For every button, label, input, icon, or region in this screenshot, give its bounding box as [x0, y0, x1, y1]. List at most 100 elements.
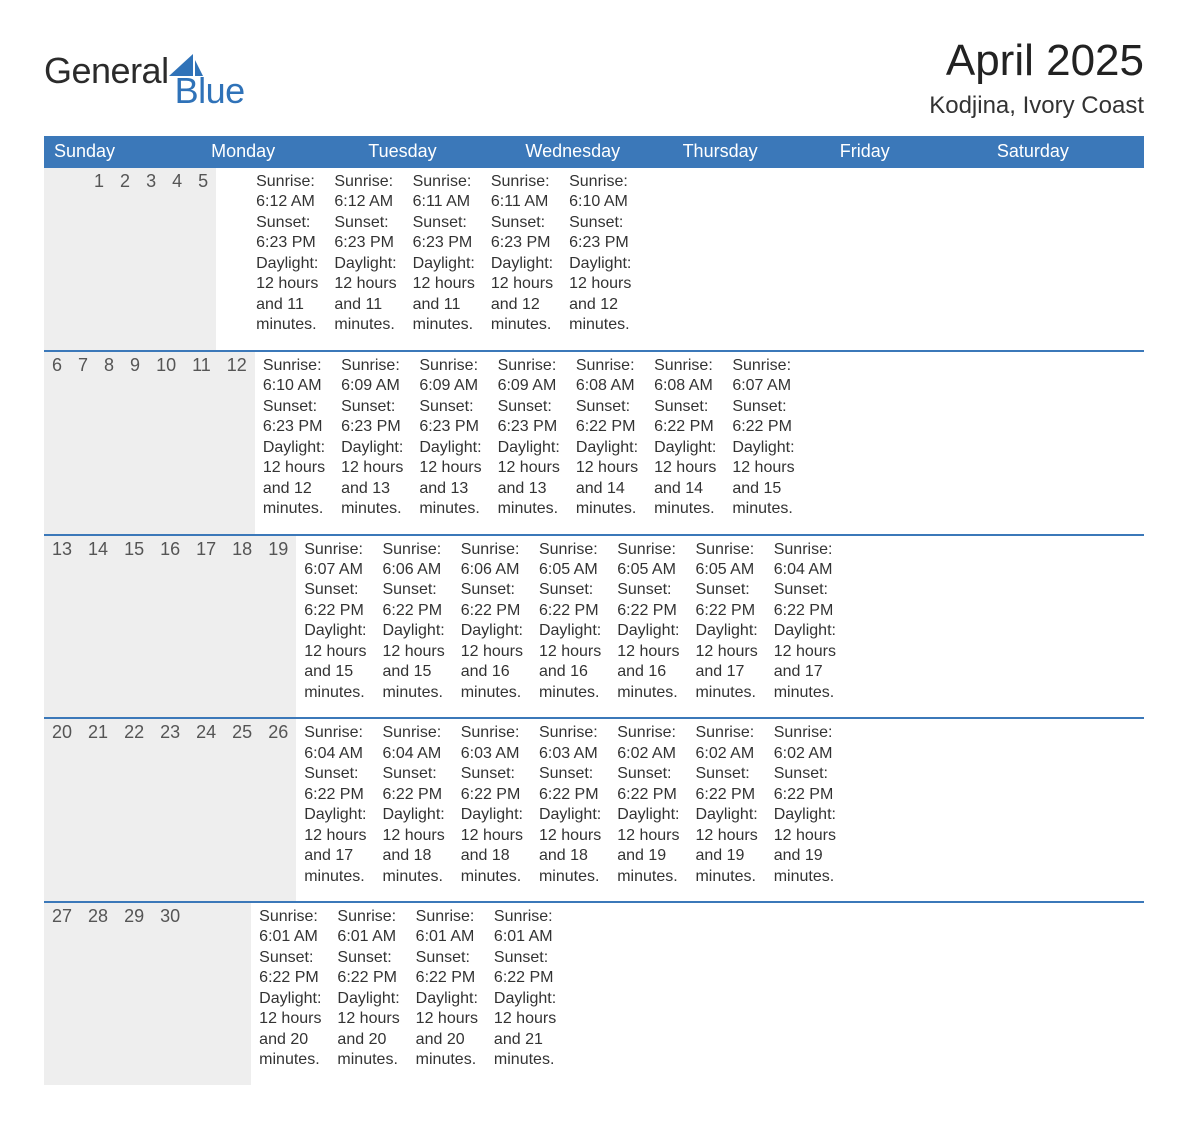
day-info-row: Sunrise: 6:04 AMSunset: 6:22 PMDaylight:… — [296, 719, 844, 901]
day-info: Sunrise: 6:04 AMSunset: 6:22 PMDaylight:… — [296, 719, 374, 901]
sunset-text: Sunset: 6:22 PM — [695, 764, 757, 805]
day-info: Sunrise: 6:06 AMSunset: 6:22 PMDaylight:… — [453, 536, 531, 718]
calendar-week: 27282930 Sunrise: 6:01 AMSunset: 6:22 PM… — [44, 901, 1144, 1085]
sunset-text: Sunset: 6:22 PM — [259, 948, 321, 989]
logo: General Blue — [44, 50, 273, 92]
day-info: Sunrise: 6:01 AMSunset: 6:22 PMDaylight:… — [251, 903, 329, 1085]
day-info: Sunrise: 6:09 AMSunset: 6:23 PMDaylight:… — [333, 352, 411, 534]
sunrise-text: Sunrise: 6:10 AM — [569, 172, 631, 213]
day-number: 11 — [184, 352, 219, 534]
daylight-text: Daylight: 12 hours and 13 minutes. — [341, 438, 403, 520]
sunset-text: Sunset: 6:22 PM — [304, 580, 366, 621]
day-number: 1 — [86, 168, 112, 350]
weekday-header: Thursday — [673, 136, 830, 168]
day-info-row: Sunrise: 6:07 AMSunset: 6:22 PMDaylight:… — [296, 536, 844, 718]
sunrise-text: Sunrise: 6:08 AM — [576, 356, 638, 397]
weekday-header-row: SundayMondayTuesdayWednesdayThursdayFrid… — [44, 136, 1144, 168]
daylight-text: Daylight: 12 hours and 20 minutes. — [416, 989, 478, 1071]
daylight-text: Daylight: 12 hours and 12 minutes. — [569, 254, 631, 336]
daylight-text: Daylight: 12 hours and 16 minutes. — [461, 621, 523, 703]
day-number-row: 13141516171819 — [44, 536, 296, 718]
daylight-text: Daylight: 12 hours and 18 minutes. — [382, 805, 444, 887]
day-number: 3 — [138, 168, 164, 350]
sunset-text: Sunset: 6:22 PM — [382, 580, 444, 621]
day-info: Sunrise: 6:09 AMSunset: 6:23 PMDaylight:… — [411, 352, 489, 534]
day-info: Sunrise: 6:04 AMSunset: 6:22 PMDaylight:… — [374, 719, 452, 901]
sunset-text: Sunset: 6:23 PM — [569, 213, 631, 254]
sunset-text: Sunset: 6:23 PM — [491, 213, 553, 254]
daylight-text: Daylight: 12 hours and 13 minutes. — [498, 438, 560, 520]
daylight-text: Daylight: 12 hours and 17 minutes. — [774, 621, 836, 703]
day-number: 12 — [219, 352, 255, 534]
day-info: Sunrise: 6:02 AMSunset: 6:22 PMDaylight:… — [609, 719, 687, 901]
day-info: Sunrise: 6:06 AMSunset: 6:22 PMDaylight:… — [374, 536, 452, 718]
weekday-header: Sunday — [44, 136, 201, 168]
sunset-text: Sunset: 6:23 PM — [256, 213, 318, 254]
weekday-header: Monday — [201, 136, 358, 168]
day-info — [232, 168, 248, 350]
daylight-text: Daylight: 12 hours and 15 minutes. — [732, 438, 794, 520]
sunset-text: Sunset: 6:22 PM — [695, 580, 757, 621]
sunset-text: Sunset: 6:23 PM — [334, 213, 396, 254]
sunset-text: Sunset: 6:22 PM — [337, 948, 399, 989]
day-number: 17 — [188, 536, 224, 718]
daylight-text: Daylight: 12 hours and 19 minutes. — [774, 805, 836, 887]
day-info: Sunrise: 6:11 AMSunset: 6:23 PMDaylight:… — [483, 168, 561, 350]
day-number: 29 — [116, 903, 152, 1085]
day-number-row: 20212223242526 — [44, 719, 296, 901]
day-number: 20 — [44, 719, 80, 901]
sunrise-text: Sunrise: 6:01 AM — [259, 907, 321, 948]
sunrise-text: Sunrise: 6:11 AM — [491, 172, 553, 213]
day-number: 15 — [116, 536, 152, 718]
sunrise-text: Sunrise: 6:12 AM — [256, 172, 318, 213]
daylight-text: Daylight: 12 hours and 11 minutes. — [256, 254, 318, 336]
day-number: 18 — [224, 536, 260, 718]
calendar-week: 6789101112Sunrise: 6:10 AMSunset: 6:23 P… — [44, 350, 1144, 534]
sunrise-text: Sunrise: 6:06 AM — [461, 540, 523, 581]
day-info: Sunrise: 6:12 AMSunset: 6:23 PMDaylight:… — [326, 168, 404, 350]
day-number — [209, 903, 230, 1085]
calendar-week: 20212223242526Sunrise: 6:04 AMSunset: 6:… — [44, 717, 1144, 901]
day-number: 26 — [260, 719, 296, 901]
day-info: Sunrise: 6:02 AMSunset: 6:22 PMDaylight:… — [766, 719, 844, 901]
day-number: 7 — [70, 352, 96, 534]
sunset-text: Sunset: 6:22 PM — [416, 948, 478, 989]
sunset-text: Sunset: 6:22 PM — [539, 764, 601, 805]
day-info-row: Sunrise: 6:10 AMSunset: 6:23 PMDaylight:… — [255, 352, 803, 534]
sunset-text: Sunset: 6:23 PM — [419, 397, 481, 438]
day-info: Sunrise: 6:03 AMSunset: 6:22 PMDaylight:… — [531, 719, 609, 901]
day-number: 9 — [122, 352, 148, 534]
day-info — [580, 903, 596, 1085]
sunset-text: Sunset: 6:22 PM — [774, 580, 836, 621]
day-info: Sunrise: 6:10 AMSunset: 6:23 PMDaylight:… — [561, 168, 639, 350]
sunset-text: Sunset: 6:23 PM — [413, 213, 475, 254]
sunrise-text: Sunrise: 6:09 AM — [498, 356, 560, 397]
logo-text-general: General — [44, 50, 169, 92]
day-info: Sunrise: 6:02 AMSunset: 6:22 PMDaylight:… — [687, 719, 765, 901]
sunrise-text: Sunrise: 6:02 AM — [774, 723, 836, 764]
day-info: Sunrise: 6:11 AMSunset: 6:23 PMDaylight:… — [405, 168, 483, 350]
day-number: 16 — [152, 536, 188, 718]
daylight-text: Daylight: 12 hours and 15 minutes. — [382, 621, 444, 703]
sunrise-text: Sunrise: 6:05 AM — [617, 540, 679, 581]
daylight-text: Daylight: 12 hours and 12 minutes. — [491, 254, 553, 336]
day-info: Sunrise: 6:12 AMSunset: 6:23 PMDaylight:… — [248, 168, 326, 350]
title-block: April 2025 Kodjina, Ivory Coast — [929, 36, 1144, 120]
day-info — [596, 903, 612, 1085]
calendar-week: 13141516171819Sunrise: 6:07 AMSunset: 6:… — [44, 534, 1144, 718]
day-info — [564, 903, 580, 1085]
day-info: Sunrise: 6:05 AMSunset: 6:22 PMDaylight:… — [531, 536, 609, 718]
daylight-text: Daylight: 12 hours and 19 minutes. — [695, 805, 757, 887]
sunrise-text: Sunrise: 6:10 AM — [263, 356, 325, 397]
day-number: 28 — [80, 903, 116, 1085]
day-number: 14 — [80, 536, 116, 718]
sunrise-text: Sunrise: 6:05 AM — [539, 540, 601, 581]
day-number: 25 — [224, 719, 260, 901]
day-number: 30 — [152, 903, 188, 1085]
calendar: SundayMondayTuesdayWednesdayThursdayFrid… — [44, 136, 1144, 1085]
sunrise-text: Sunrise: 6:11 AM — [413, 172, 475, 213]
day-number: 2 — [112, 168, 138, 350]
daylight-text: Daylight: 12 hours and 18 minutes. — [461, 805, 523, 887]
daylight-text: Daylight: 12 hours and 20 minutes. — [259, 989, 321, 1071]
sunset-text: Sunset: 6:23 PM — [263, 397, 325, 438]
